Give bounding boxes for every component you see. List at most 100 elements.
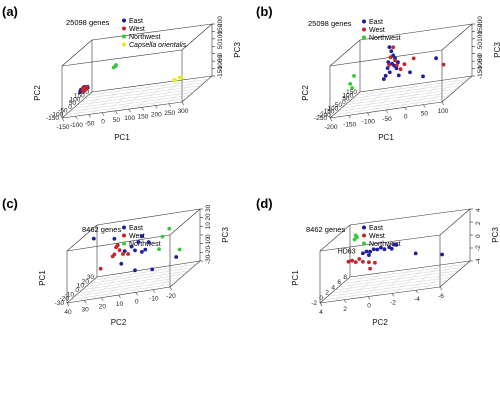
data-point	[157, 247, 161, 252]
x-tick-label: -50	[382, 116, 392, 123]
legend-entry: Northwest	[129, 34, 161, 41]
y-tick-label: 50	[69, 100, 77, 107]
x-axis-label: PC1	[378, 133, 394, 142]
data-point	[361, 259, 365, 264]
x-tick-label: -10	[149, 296, 159, 303]
x-axis-label: PC2	[111, 318, 127, 327]
data-point	[388, 55, 393, 60]
x-tick-label: -150	[343, 121, 356, 128]
z-tick-label: 2	[475, 221, 482, 225]
z-tick-label: 150	[477, 23, 484, 34]
series-west	[346, 257, 377, 271]
x-tick-label: -20	[166, 293, 176, 300]
data-point	[387, 45, 392, 49]
legend-entry: West	[369, 233, 385, 240]
x-tick-label: 0	[135, 298, 139, 305]
y-tick-label: -20	[60, 296, 70, 303]
z-tick-label: 0	[217, 53, 224, 57]
data-point	[84, 87, 89, 91]
panel-c: 40 30 20 10 0 -10 -20-30-20-100102030-30-20-10…	[2, 196, 230, 327]
data-point	[133, 248, 137, 253]
z-tick-label: 100	[217, 31, 224, 42]
y-tick-label: 0	[75, 287, 79, 294]
data-point	[387, 63, 391, 67]
data-point	[391, 45, 396, 50]
z-tick-label: 200	[477, 16, 484, 27]
z-tick-label: 0	[205, 234, 212, 238]
y-axis-label: PC1	[38, 270, 47, 286]
data-point	[387, 70, 392, 75]
legend-marker	[362, 27, 366, 32]
z-tick-label: 50	[217, 42, 224, 50]
data-point	[122, 249, 127, 254]
legend-entry: Northwest	[369, 241, 401, 248]
y-tick-label: 8	[343, 274, 347, 281]
data-point	[383, 73, 388, 78]
z-tick-label: 200	[217, 16, 224, 27]
z-tick-label: -30	[205, 254, 212, 264]
data-point	[402, 62, 407, 67]
y-axis-label: PC2	[33, 85, 42, 101]
x-tick-label: 2	[343, 306, 347, 313]
y-tick-label: 10	[77, 283, 85, 290]
data-point	[391, 53, 396, 58]
data-point	[150, 267, 155, 272]
data-point	[389, 246, 394, 251]
series-capsella-orientalis	[172, 75, 184, 83]
data-point	[394, 66, 399, 71]
x-tick-label: -4	[414, 296, 420, 303]
panel-label: (d)	[256, 196, 273, 211]
data-point	[110, 254, 115, 259]
y-tick-label: 100	[70, 96, 81, 103]
data-point	[441, 62, 446, 67]
y-tick-label: -250	[314, 115, 327, 122]
series-east	[381, 45, 438, 81]
z-tick-label: -2	[475, 245, 482, 251]
x-tick-label: -50	[85, 120, 95, 127]
data-point	[352, 74, 356, 78]
x-tick-label: 100	[438, 108, 449, 115]
x-tick-label: 250	[164, 110, 175, 117]
x-tick-label: -100	[70, 122, 83, 129]
y-tick-label: -150	[321, 109, 334, 116]
data-point	[373, 260, 377, 265]
y-tick-label: -100	[325, 105, 338, 112]
data-point	[136, 240, 141, 244]
data-point	[413, 251, 418, 256]
data-point	[113, 64, 118, 68]
y-tick-label: 0	[68, 104, 72, 111]
data-point	[396, 73, 401, 78]
data-point	[173, 78, 178, 83]
z-axis-label: PC3	[493, 42, 500, 58]
z-tick-label: -100	[477, 58, 484, 71]
data-point	[146, 240, 151, 245]
legend-entry: East	[129, 225, 143, 232]
legend-entry: Northwest	[369, 35, 401, 42]
data-point	[395, 63, 399, 68]
data-point	[91, 236, 96, 241]
point-annotation: HD63	[338, 249, 356, 256]
legend-marker	[362, 241, 366, 246]
data-point	[350, 258, 354, 263]
y-tick-label: 4	[331, 284, 335, 291]
z-axis-label: PC3	[221, 227, 230, 243]
data-point	[160, 234, 165, 239]
x-tick-label: 0	[404, 113, 408, 120]
series-east	[91, 234, 179, 273]
legend-entry: East	[369, 19, 383, 26]
legend-marker	[122, 233, 126, 238]
z-tick-label: 10	[205, 222, 212, 230]
series-northwest	[352, 233, 359, 242]
z-tick-label: 50	[477, 42, 484, 50]
data-point	[179, 76, 184, 80]
data-point	[396, 60, 400, 65]
data-point	[421, 74, 425, 79]
y-tick-label: -50	[333, 102, 343, 109]
z-axis-label: PC3	[233, 42, 242, 58]
floor-grid	[70, 262, 197, 302]
legend-entry: East	[129, 18, 143, 25]
y-tick-label: -10	[65, 291, 75, 298]
data-point	[167, 226, 172, 231]
legend-entry: West	[129, 26, 145, 33]
